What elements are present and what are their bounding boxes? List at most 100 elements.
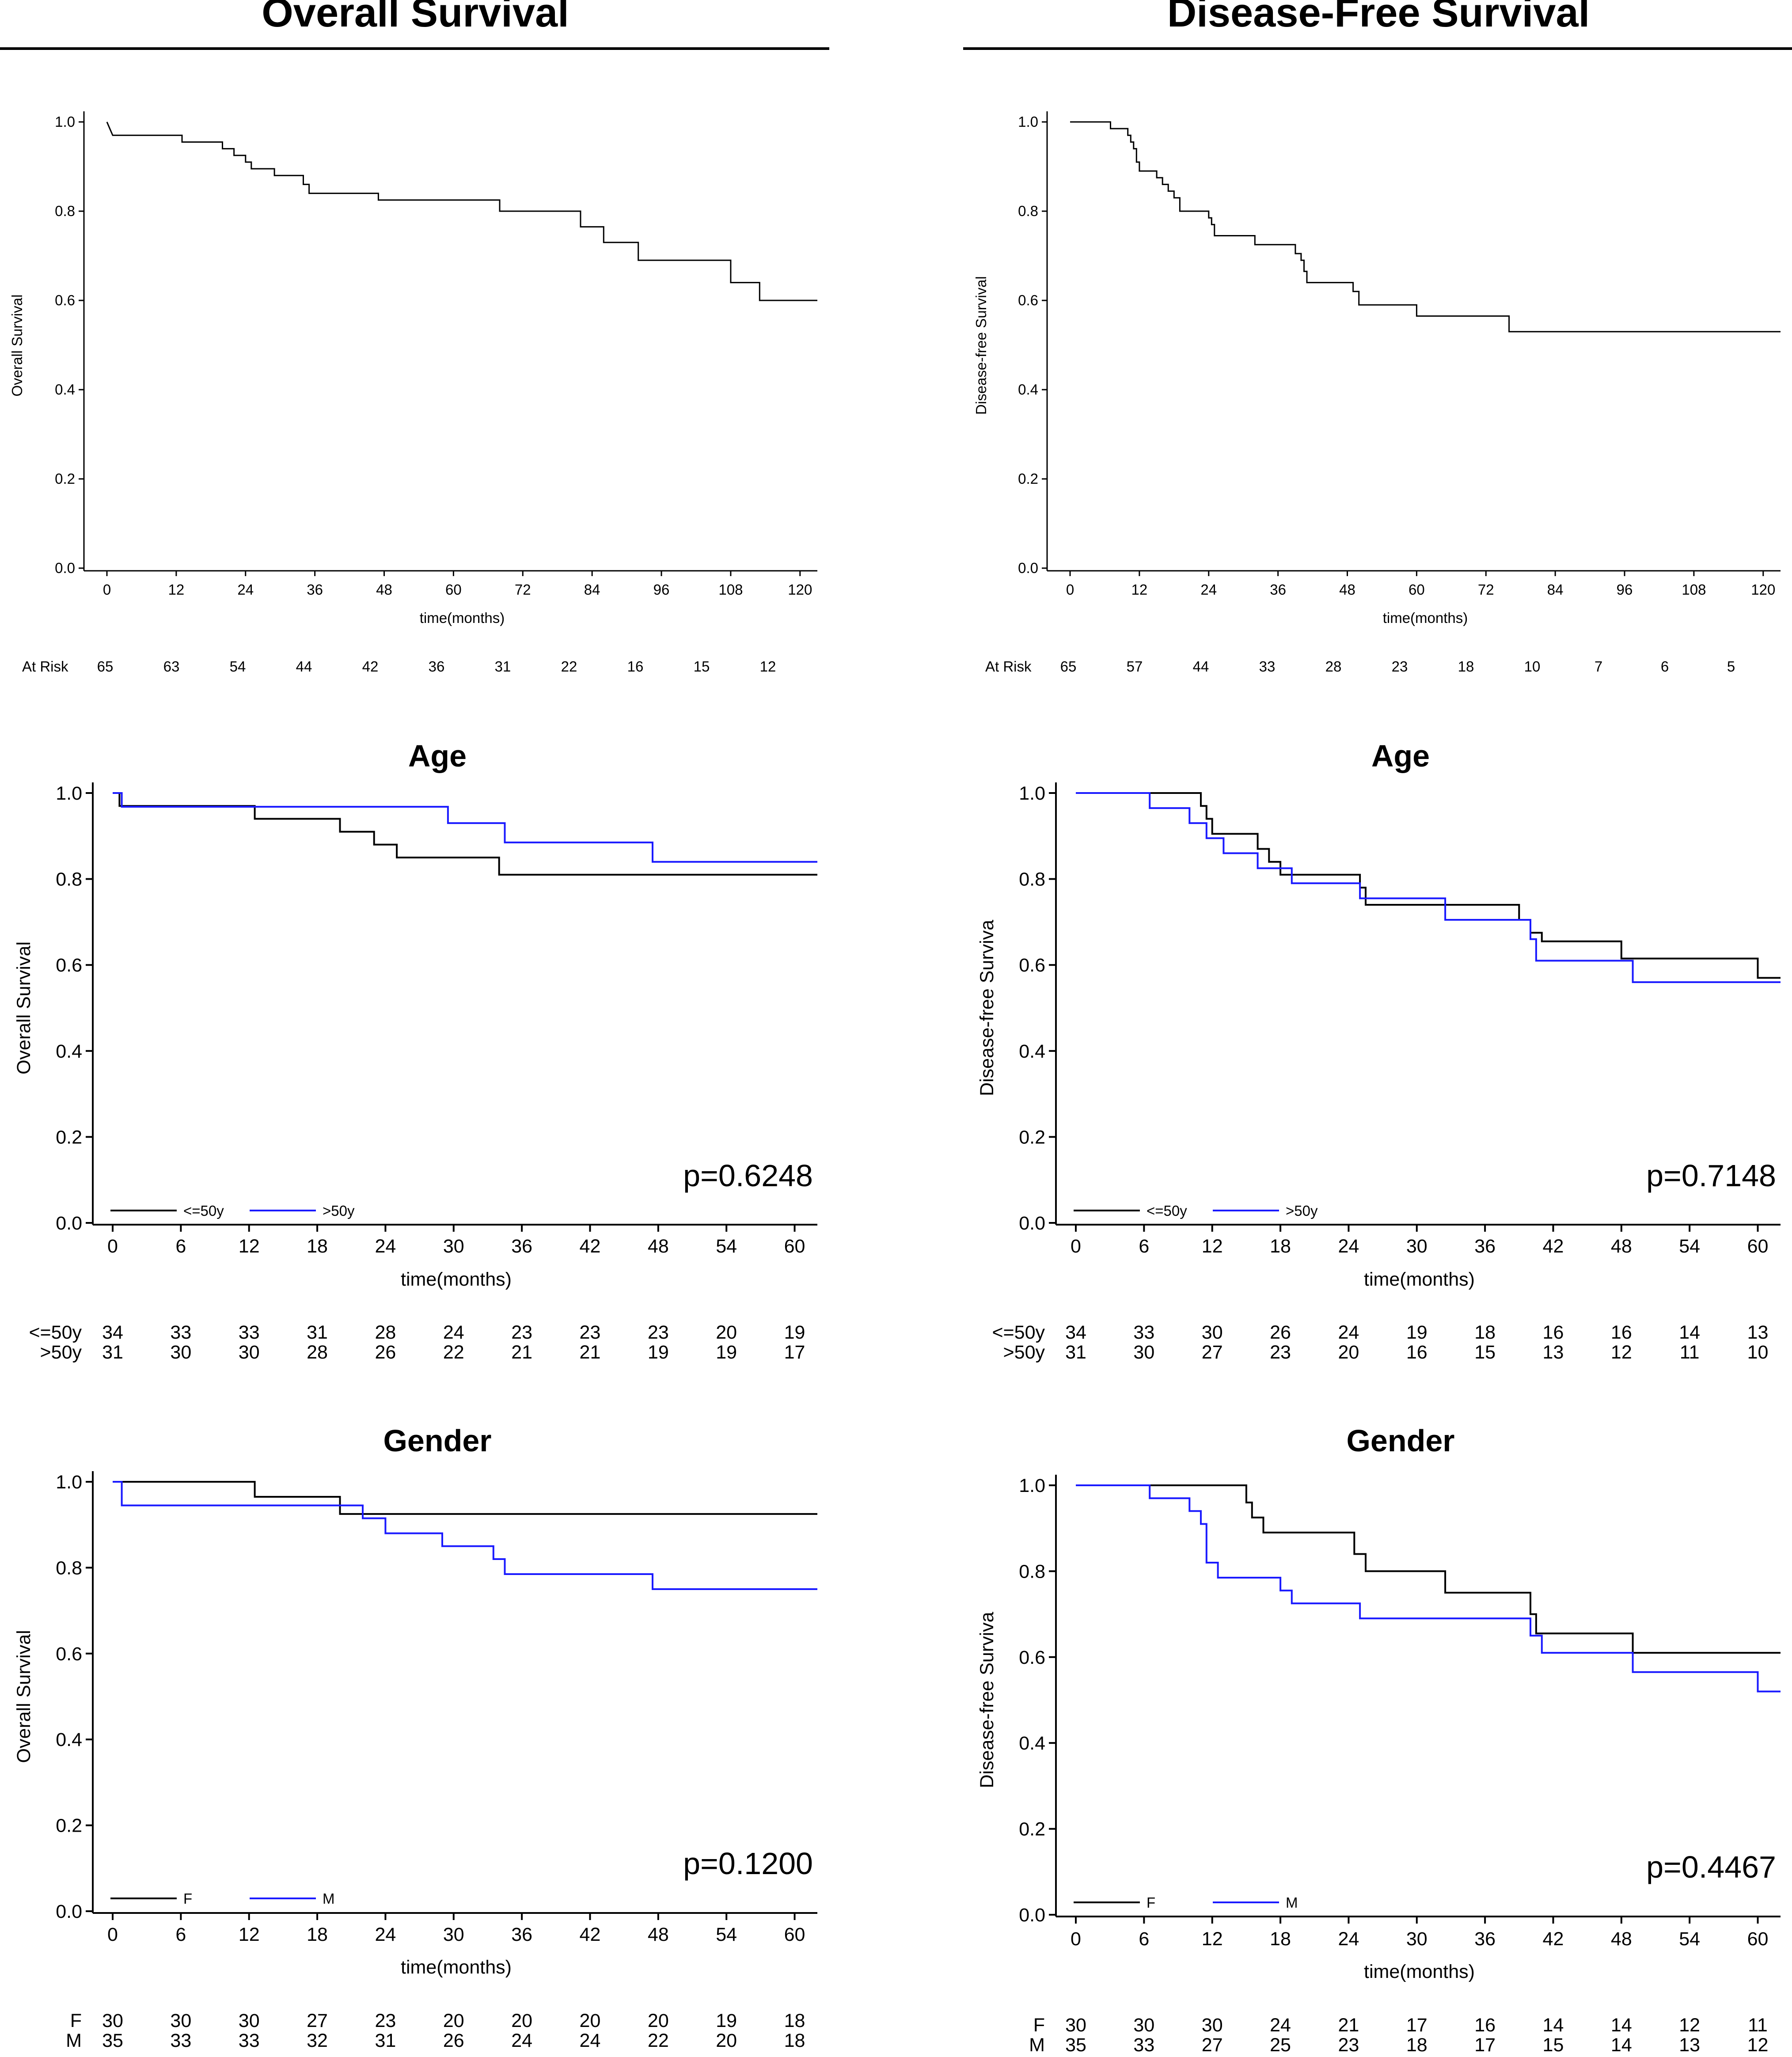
y-tick-label: 0.6 xyxy=(55,292,75,308)
y-tick-label: 1.0 xyxy=(1018,114,1038,130)
y-tick-label: 0.0 xyxy=(1019,1213,1045,1234)
risk-count: 30 xyxy=(1202,1322,1223,1343)
x-tick-label: 60 xyxy=(445,581,462,598)
risk-count: 33 xyxy=(1133,1322,1154,1343)
risk-count: 28 xyxy=(1325,658,1342,675)
x-tick-label: 0 xyxy=(103,581,111,598)
risk-count: 33 xyxy=(170,2030,191,2051)
y-tick-label: 0.8 xyxy=(56,1557,82,1579)
y-tick-label: 1.0 xyxy=(1019,1475,1045,1496)
risk-row-label: >50y xyxy=(40,1342,82,1363)
risk-count: 15 xyxy=(1474,1342,1496,1363)
survival-curve-series-2 xyxy=(1076,1484,1781,1693)
risk-count: 12 xyxy=(1611,1342,1632,1363)
risk-count: 20 xyxy=(443,2010,464,2031)
x-tick-label: 120 xyxy=(1751,581,1775,598)
chart-os-overall: 0.0 0.2 0.4 0.6 0.8 1.0 0 12 24 36 48 60 72 84 96 108 12… xyxy=(9,111,817,675)
risk-count: 11 xyxy=(1748,2015,1768,2036)
risk-count: 20 xyxy=(580,2010,601,2031)
risk-count: 19 xyxy=(1406,1322,1428,1343)
x-tick-label: 54 xyxy=(716,1236,737,1257)
panel-title: Gender xyxy=(1346,1423,1454,1458)
risk-row-label: F xyxy=(70,2010,82,2031)
legend-label: >50y xyxy=(1286,1203,1318,1219)
risk-count: 34 xyxy=(102,1322,123,1343)
x-tick-label: 30 xyxy=(1406,1236,1428,1257)
x-tick-label: 12 xyxy=(239,1924,260,1945)
y-tick-label: 0.0 xyxy=(1019,1905,1045,1926)
risk-count: 20 xyxy=(648,2010,669,2031)
y-tick-label: 0.4 xyxy=(1018,381,1038,398)
risk-count: 31 xyxy=(307,1322,328,1343)
x-axis-label: time(months) xyxy=(401,1269,512,1290)
y-tick-label: 0.6 xyxy=(1019,1647,1045,1668)
x-tick-label: 108 xyxy=(718,581,743,598)
x-tick-label: 24 xyxy=(237,581,254,598)
x-tick-label: 18 xyxy=(1270,1236,1291,1257)
column-title-disease-free-survival: Disease-Free Survival xyxy=(1167,0,1590,35)
x-tick-label: 60 xyxy=(1747,1236,1769,1257)
y-tick-label: 0.4 xyxy=(1019,1041,1045,1062)
survival-curve-series-1 xyxy=(1076,1484,1781,1654)
risk-count: 22 xyxy=(561,658,577,675)
risk-count: 30 xyxy=(1202,2015,1223,2036)
chart-dfs-overall: 0.0 0.2 0.4 0.6 0.8 1.0 0 12 24 36 48 60 72 84 96 108 12… xyxy=(973,111,1781,675)
risk-count: 27 xyxy=(1202,2034,1223,2056)
risk-count: 14 xyxy=(1543,2015,1564,2036)
y-tick-label: 0.2 xyxy=(55,471,75,487)
x-tick-label: 36 xyxy=(1474,1928,1496,1950)
x-tick-label: 36 xyxy=(511,1924,532,1945)
risk-count: 33 xyxy=(1259,658,1276,675)
x-tick-label: 30 xyxy=(443,1236,464,1257)
y-tick-label: 0.6 xyxy=(56,1643,82,1665)
risk-count: 20 xyxy=(511,2010,532,2031)
y-tick-label: 0.6 xyxy=(1018,292,1038,308)
risk-count: 22 xyxy=(443,1342,464,1363)
risk-count: 44 xyxy=(1193,658,1209,675)
risk-count: 23 xyxy=(1338,2034,1359,2056)
risk-count: 16 xyxy=(1406,1342,1428,1363)
x-tick-label: 24 xyxy=(375,1236,396,1257)
x-tick-label: 6 xyxy=(175,1924,186,1945)
risk-count: 31 xyxy=(102,1342,123,1363)
risk-count: 18 xyxy=(1406,2034,1428,2056)
x-tick-label: 36 xyxy=(511,1236,532,1257)
x-tick-label: 120 xyxy=(788,581,812,598)
x-tick-label: 54 xyxy=(1679,1236,1700,1257)
risk-count: 65 xyxy=(97,658,114,675)
risk-count: 24 xyxy=(580,2030,601,2051)
risk-count: 42 xyxy=(362,658,379,675)
x-tick-label: 42 xyxy=(580,1924,601,1945)
risk-row-label: M xyxy=(66,2030,82,2051)
risk-row-label: M xyxy=(1029,2034,1045,2056)
x-tick-label: 0 xyxy=(107,1924,118,1945)
panel-title: Gender xyxy=(383,1423,491,1458)
risk-count: 25 xyxy=(1270,2034,1291,2056)
risk-count: 14 xyxy=(1679,1322,1700,1343)
risk-count: 14 xyxy=(1611,2015,1632,2036)
risk-row-label: F xyxy=(1033,2015,1045,2036)
risk-count: 19 xyxy=(716,1342,737,1363)
x-tick-label: 42 xyxy=(580,1236,601,1257)
risk-count: 30 xyxy=(170,1342,191,1363)
x-tick-label: 96 xyxy=(653,581,670,598)
risk-count: 33 xyxy=(1133,2034,1154,2056)
y-axis-label: Disease-free Survival xyxy=(973,276,989,415)
survival-curve-series-1 xyxy=(1076,792,1781,979)
x-tick-label: 18 xyxy=(307,1236,328,1257)
column-title-overall-survival: Overall Survival xyxy=(262,0,569,35)
x-tick-label: 96 xyxy=(1617,581,1633,598)
risk-count: 23 xyxy=(1392,658,1408,675)
x-tick-label: 72 xyxy=(515,581,531,598)
chart-dfs-gender: 0.0 0.2 0.4 0.6 0.8 1.0 0 6 12 18 24 30 36 42 48 54 60 ti… xyxy=(976,1423,1781,2056)
risk-count: 24 xyxy=(511,2030,532,2051)
risk-count: 23 xyxy=(648,1322,669,1343)
y-tick-label: 0.2 xyxy=(56,1127,82,1148)
risk-count: 21 xyxy=(1338,2015,1359,2036)
risk-count: 30 xyxy=(239,2010,260,2031)
risk-count: 16 xyxy=(1474,2015,1496,2036)
x-tick-label: 12 xyxy=(1202,1236,1223,1257)
y-axis-label: Overall Survival xyxy=(13,941,34,1074)
risk-count: 65 xyxy=(1060,658,1077,675)
risk-count: 17 xyxy=(784,1342,805,1363)
